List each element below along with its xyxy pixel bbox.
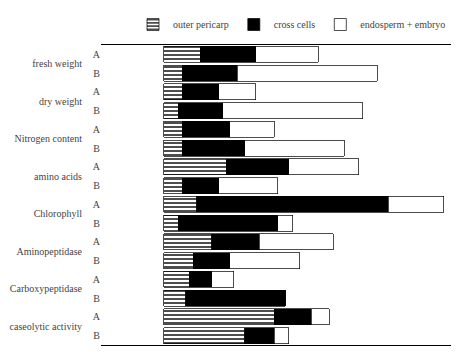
svg-text:B: B [93,68,100,79]
svg-text:Carboxypeptidase: Carboxypeptidase [10,283,83,294]
svg-text:A: A [93,124,101,135]
svg-text:outer pericarp: outer pericarp [173,19,229,30]
svg-text:dry weight: dry weight [39,96,82,107]
svg-text:A: A [93,311,101,322]
svg-text:Chlorophyll: Chlorophyll [34,208,83,219]
svg-text:A: A [93,274,101,285]
svg-text:A: A [93,86,101,97]
svg-text:B: B [93,218,100,229]
svg-text:A: A [93,199,101,210]
svg-text:B: B [93,255,100,266]
svg-text:B: B [93,143,100,154]
svg-text:cross cells: cross cells [274,19,315,30]
svg-text:A: A [93,49,101,60]
svg-text:Aminopeptidase: Aminopeptidase [16,246,82,257]
svg-text:A: A [93,236,101,247]
svg-text:caseolytic activity: caseolytic activity [10,321,82,332]
svg-text:B: B [93,180,100,191]
svg-text:endosperm + embryo: endosperm + embryo [360,19,445,30]
svg-text:fresh weight: fresh weight [32,58,82,69]
svg-text:B: B [93,105,100,116]
svg-text:B: B [93,293,100,304]
svg-text:amino acids: amino acids [34,171,82,182]
svg-text:Nitrogen content: Nitrogen content [15,133,83,144]
svg-text:A: A [93,161,101,172]
svg-text:B: B [93,330,100,341]
